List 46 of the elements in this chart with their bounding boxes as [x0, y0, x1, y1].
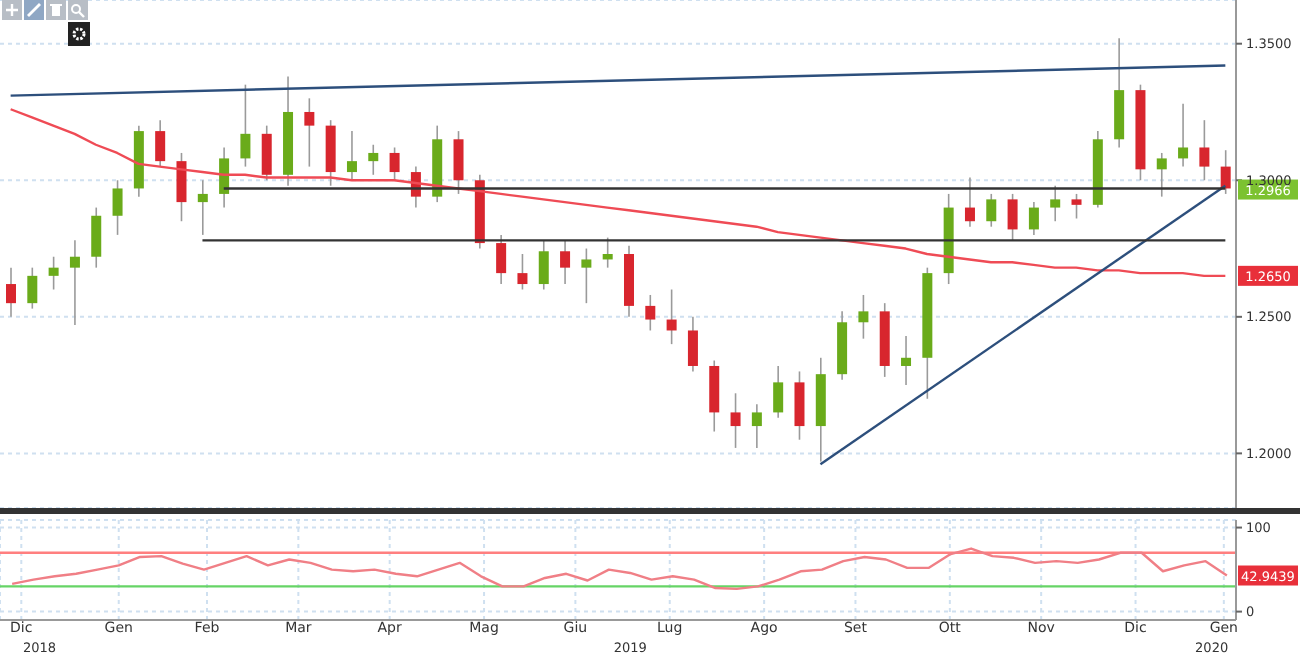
candlestick: [48, 255, 59, 291]
candlestick: [581, 247, 592, 304]
candlestick: [219, 146, 230, 209]
candlestick: [901, 335, 912, 386]
candlestick: [496, 234, 507, 285]
candlestick: [453, 130, 464, 195]
candlestick: [666, 288, 677, 345]
candlestick: [986, 193, 997, 228]
candlestick: [1199, 119, 1210, 182]
candlestick: [538, 239, 549, 291]
candlestick: [155, 119, 166, 168]
candlestick: [1007, 193, 1018, 242]
candlestick: [27, 266, 38, 310]
candlestick: [560, 239, 571, 285]
candlestick: [687, 316, 698, 373]
candlestick: [346, 130, 357, 182]
candlestick: [91, 206, 102, 269]
candlestick: [304, 97, 315, 168]
candlestick: [261, 124, 272, 182]
candlestick: [1050, 184, 1061, 223]
candlestick: [1220, 149, 1231, 195]
candlestick: [6, 266, 16, 318]
candlestick: [69, 239, 80, 326]
line-series: [9, 108, 1227, 278]
candlestick: [1071, 193, 1082, 220]
candlestick: [773, 365, 784, 419]
candlestick: [858, 294, 869, 340]
candlestick: [964, 176, 975, 228]
candlestick: [368, 143, 379, 176]
candlestick: [1156, 152, 1167, 198]
candlestick: [517, 253, 528, 291]
candlestick: [176, 152, 187, 223]
candlestick: [730, 392, 741, 449]
candlestick: [325, 119, 336, 187]
line-series: [10, 547, 1229, 591]
candlestick: [197, 179, 208, 236]
candlestick: [645, 294, 656, 332]
candlestick: [240, 83, 251, 168]
candlestick: [112, 179, 123, 236]
candlestick: [751, 403, 762, 449]
candlestick: [709, 359, 720, 433]
candlestick: [794, 370, 805, 441]
candlestick: [1028, 201, 1039, 236]
candlestick: [602, 236, 613, 269]
candlestick: [389, 146, 400, 182]
candlestick: [1178, 102, 1189, 168]
